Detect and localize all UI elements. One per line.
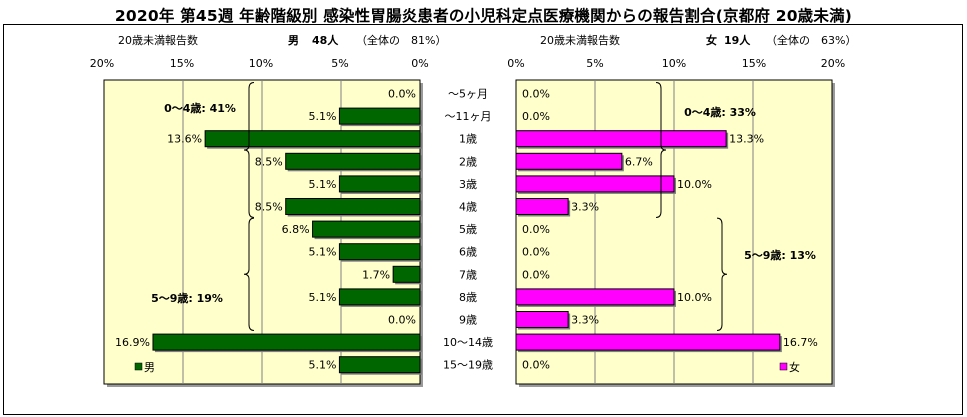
male-data-label: 6.8% [282, 223, 310, 236]
female-group-label-5to9: 5～9歳: 13% [744, 248, 816, 262]
female-data-label: 0.0% [522, 88, 550, 101]
female-header-sex: 女 [706, 34, 717, 47]
female-caption: 20歳未満報告数 [540, 34, 620, 47]
male-bar [338, 356, 421, 374]
male-bar [204, 130, 421, 148]
category-label: 6歳 [459, 246, 477, 259]
male-header-count: 48人 [312, 34, 339, 47]
male-data-label: 0.0% [388, 314, 416, 327]
female-tick-15: 15% [741, 57, 767, 70]
category-label: 5歳 [459, 223, 477, 236]
female-header-share: （全体の 63%） [766, 34, 857, 47]
female-data-label: 0.0% [522, 359, 550, 372]
male-tick-15: 15% [169, 57, 195, 70]
male-bar [338, 107, 421, 125]
figure-frame [3, 24, 963, 415]
female-data-label: 3.3% [571, 201, 599, 214]
category-label: 3歳 [459, 178, 477, 191]
male-legend-label: 男 [144, 361, 155, 374]
male-tick-0: 0% [411, 57, 429, 70]
male-tick-5: 5% [331, 57, 349, 70]
category-label: 1歳 [459, 133, 477, 146]
female-bar [515, 288, 675, 306]
category-label: 10～14歳 [443, 336, 493, 349]
male-header-share: （全体の 81%） [356, 34, 447, 47]
male-bar [338, 175, 421, 193]
male-group-label-5to9: 5～9歳: 19% [151, 291, 223, 305]
male-data-label: 1.7% [362, 268, 390, 281]
male-tick-10: 10% [248, 57, 274, 70]
category-label: 7歳 [459, 268, 477, 281]
female-tick-20: 20% [820, 57, 846, 70]
male-bar [285, 152, 421, 170]
male-bar [392, 265, 421, 283]
page-title: 2020年 第45週 年齢階級別 感染性胃腸炎患者の小児科定点医療機関からの報告… [114, 7, 853, 25]
male-bar [285, 198, 421, 215]
male-bar [338, 288, 421, 306]
female-data-label: 3.3% [571, 314, 599, 327]
category-label: 9歳 [459, 314, 477, 327]
female-data-label: 6.7% [625, 155, 653, 168]
female-data-label: 0.0% [522, 110, 550, 123]
female-bracket-0to4 [655, 82, 667, 218]
male-caption: 20歳未満報告数 [118, 34, 198, 47]
female-bar [515, 175, 675, 193]
male-data-label: 5.1% [308, 246, 336, 259]
female-bar [515, 311, 569, 328]
female-bar [515, 333, 781, 351]
female-legend-label: 女 [789, 360, 800, 374]
male-bracket-0to4 [243, 82, 255, 218]
category-label: 15～19歳 [443, 359, 493, 372]
female-data-label: 13.3% [729, 133, 764, 146]
female-data-label: 0.0% [522, 246, 550, 259]
male-data-label: 0.0% [388, 88, 416, 101]
female-data-label: 0.0% [522, 223, 550, 236]
female-data-label: 10.0% [677, 291, 712, 304]
female-legend-swatch [779, 362, 788, 371]
male-data-label: 13.6% [167, 133, 202, 146]
male-legend-swatch [134, 362, 143, 371]
female-group-label-0to4: 0～4歳: 33% [684, 105, 756, 119]
male-bar [312, 220, 421, 238]
female-data-label: 0.0% [522, 268, 550, 281]
category-label: 8歳 [459, 291, 477, 304]
male-data-label: 8.5% [255, 155, 283, 168]
female-bracket-5to9 [716, 217, 728, 331]
category-label: ～11ヶ月 [445, 110, 492, 123]
male-bar [152, 333, 421, 351]
female-tick-5: 5% [586, 57, 604, 70]
female-bar [515, 152, 623, 170]
male-tick-20: 20% [89, 57, 115, 70]
female-data-label: 16.7% [783, 336, 818, 349]
category-label: 2歳 [459, 155, 477, 168]
male-data-label: 16.9% [115, 336, 150, 349]
category-label: ～5ヶ月 [448, 88, 488, 101]
male-data-label: 5.1% [308, 359, 336, 372]
female-bar [515, 198, 569, 215]
male-bar [338, 243, 421, 261]
female-header-count: 19人 [724, 34, 751, 47]
female-tick-10: 10% [661, 57, 687, 70]
male-header-sex: 男 [288, 34, 299, 47]
male-data-label: 5.1% [308, 110, 336, 123]
female-tick-0: 0% [507, 57, 525, 70]
category-label: 4歳 [459, 201, 477, 214]
male-data-label: 8.5% [255, 201, 283, 214]
male-bracket-5to9 [243, 217, 255, 331]
female-bar [515, 130, 727, 148]
male-data-label: 5.1% [308, 178, 336, 191]
female-data-label: 10.0% [677, 178, 712, 191]
male-group-label-0to4: 0～4歳: 41% [164, 101, 236, 115]
male-data-label: 5.1% [308, 291, 336, 304]
